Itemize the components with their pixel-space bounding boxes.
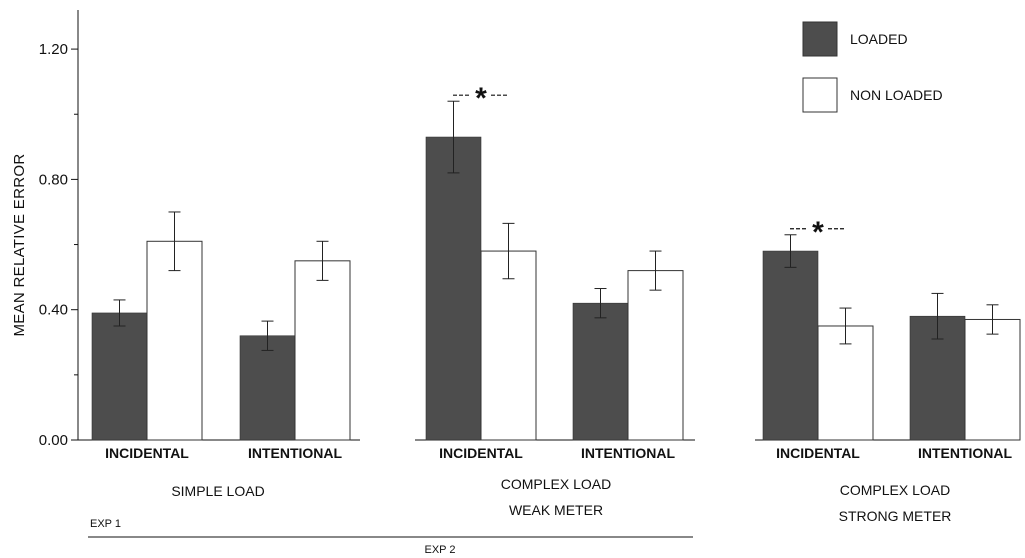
significance-star: * <box>475 82 487 115</box>
error-bar <box>784 234 797 268</box>
y-tick-label: 0.40 <box>39 302 68 319</box>
x-category-label: INCIDENTAL <box>776 445 860 461</box>
y-tick-label: 1.20 <box>39 41 68 58</box>
bar-loaded <box>91 312 148 441</box>
error-bar <box>261 320 274 351</box>
group-label: COMPLEX LOAD <box>840 482 950 498</box>
legend-label: LOADED <box>850 31 908 47</box>
x-category-label: INTENTIONAL <box>918 445 1013 461</box>
bar-loaded <box>425 136 482 441</box>
panel-2: INCIDENTAL * INTENTIONAL COMPLEX LOAD WEAK M… <box>415 82 695 518</box>
y-axis-title: MEAN RELATIVE ERROR <box>11 154 28 337</box>
group-label: WEAK METER <box>509 502 603 518</box>
error-bar <box>649 250 662 291</box>
error-bar <box>113 299 126 327</box>
legend-entry: LOADED <box>802 21 908 57</box>
bar-non-loaded <box>294 260 351 441</box>
legend-label: NON LOADED <box>850 87 943 103</box>
y-tick-label: 0.80 <box>39 171 68 188</box>
bar-non-loaded <box>146 240 203 441</box>
y-axis: 0.00 0.40 0.80 1.20 MEAN RELATIVE ERROR <box>11 10 79 449</box>
group-label: COMPLEX LOAD <box>501 476 611 492</box>
significance-star: * <box>812 216 824 249</box>
experiment-labels: EXP 1 EXP 2 <box>88 518 693 556</box>
error-bar <box>986 304 999 335</box>
error-bar <box>931 292 944 340</box>
significance-marker: * <box>453 82 509 115</box>
bar-non-loaded <box>480 250 537 441</box>
bar-non-loaded <box>817 325 874 441</box>
error-bar <box>839 307 852 345</box>
error-bar <box>594 288 607 319</box>
bar-non-loaded <box>964 318 1021 441</box>
significance-marker: * <box>790 216 846 249</box>
experiment-label: EXP 2 <box>425 544 456 556</box>
x-category-label: INCIDENTAL <box>105 445 189 461</box>
error-bar <box>316 240 329 281</box>
y-tick-label: 0.00 <box>39 432 68 449</box>
bar-non-loaded <box>627 270 684 441</box>
legend-swatch <box>802 77 838 113</box>
legend-swatch <box>802 21 838 57</box>
bar-loaded <box>239 335 296 441</box>
panel-3: INCIDENTAL * INTENTIONAL COMPLEX LOAD STRONG… <box>755 216 1021 524</box>
group-label: SIMPLE LOAD <box>171 483 264 499</box>
legend: LOADED NON LOADED <box>802 21 943 113</box>
error-bar <box>447 100 460 174</box>
panel-1: INCIDENTAL INTENTIONAL SIMPLE LOAD <box>78 211 360 499</box>
x-category-label: INCIDENTAL <box>439 445 523 461</box>
x-category-label: INTENTIONAL <box>581 445 676 461</box>
x-category-label: INTENTIONAL <box>248 445 343 461</box>
error-bar <box>168 211 181 272</box>
bar-loaded <box>762 250 819 441</box>
error-bar <box>502 222 515 280</box>
bar-loaded <box>572 302 629 441</box>
group-label: STRONG METER <box>839 508 952 524</box>
experiment-label: EXP 1 <box>90 518 121 530</box>
legend-entry: NON LOADED <box>802 77 943 113</box>
